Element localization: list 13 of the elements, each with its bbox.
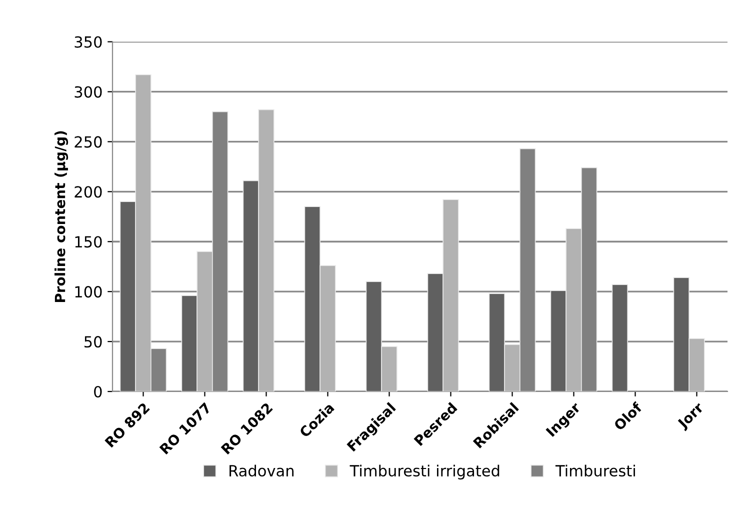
y-tick-label: 350 [74,36,102,48]
y-tick-label: 250 [74,136,102,148]
legend-label: Timburesti [555,464,635,477]
legend-label: Timburesti irrigated [350,464,500,480]
legend-label: Radovan [230,464,294,477]
bar [612,284,628,392]
y-tick-label: 300 [74,86,102,98]
y-tick-label: 100 [75,286,102,298]
y-tick-label: 150 [75,236,102,248]
y-tick-label: 0 [94,386,102,398]
y-axis-title: Proline content (µg/g) [54,131,68,302]
y-tick-label: 50 [84,336,102,348]
y-tick-label: 200 [74,186,102,198]
